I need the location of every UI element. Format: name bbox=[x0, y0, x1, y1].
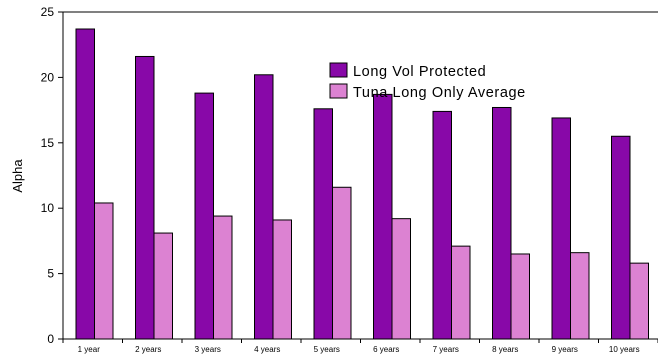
x-tick-label: 7 years bbox=[433, 345, 459, 354]
y-tick-label: 0 bbox=[47, 332, 54, 346]
y-tick-label: 25 bbox=[41, 5, 55, 19]
x-tick-label: 6 years bbox=[373, 345, 399, 354]
y-tick-label: 15 bbox=[41, 136, 55, 150]
legend-label: Tuna Long Only Average bbox=[353, 85, 526, 101]
bar-long-vol-protected-1 bbox=[75, 28, 95, 340]
y-tick-labels: 0 5 10 15 20 25 bbox=[41, 5, 55, 346]
bar-long-vol-protected-8 bbox=[492, 106, 512, 340]
bar-long-vol-protected-2 bbox=[135, 55, 155, 340]
bar-tuna-long-only-2 bbox=[153, 232, 173, 340]
bar-long-vol-protected-5 bbox=[313, 108, 333, 340]
x-tick-label: 3 years bbox=[195, 345, 221, 354]
bar-tuna-long-only-10 bbox=[629, 262, 649, 340]
legend-label: Long Vol Protected bbox=[353, 64, 486, 80]
legend-swatch bbox=[329, 83, 348, 99]
y-axis-title: Alpha bbox=[10, 159, 25, 193]
y-tick-label: 20 bbox=[41, 70, 55, 84]
y-tick-label: 10 bbox=[41, 201, 55, 215]
bar-tuna-long-only-6 bbox=[391, 218, 411, 340]
bar-tuna-long-only-5 bbox=[332, 186, 352, 340]
bar-tuna-long-only-9 bbox=[570, 252, 590, 340]
bar-tuna-long-only-1 bbox=[94, 202, 114, 340]
bar-long-vol-protected-6 bbox=[373, 93, 393, 340]
x-tick-label: 9 years bbox=[552, 345, 578, 354]
x-tick-label: 4 years bbox=[254, 345, 280, 354]
bar-long-vol-protected-10 bbox=[611, 135, 631, 340]
x-tick-label: 8 years bbox=[492, 345, 518, 354]
x-tick-label: 5 years bbox=[314, 345, 340, 354]
x-tick-labels: 1 year 2 years 3 years 4 years 5 years 6 year… bbox=[78, 345, 640, 354]
legend-swatch bbox=[329, 62, 348, 78]
bar-long-vol-protected-4 bbox=[254, 74, 274, 340]
bar-long-vol-protected-7 bbox=[432, 110, 452, 340]
bar-tuna-long-only-8 bbox=[510, 253, 530, 340]
bar-long-vol-protected-3 bbox=[194, 92, 214, 340]
bar-tuna-long-only-7 bbox=[451, 245, 471, 340]
bar-tuna-long-only-4 bbox=[272, 219, 292, 340]
axes bbox=[58, 11, 658, 343]
x-tick-label: 2 years bbox=[135, 345, 161, 354]
legend: Long Vol Protected Tuna Long Only Average bbox=[329, 62, 526, 101]
bars bbox=[75, 28, 649, 340]
bar-long-vol-protected-9 bbox=[551, 117, 571, 340]
y-tick-label: 5 bbox=[47, 267, 54, 281]
bar-tuna-long-only-3 bbox=[213, 215, 233, 340]
x-tick-label: 1 year bbox=[78, 345, 101, 354]
x-tick-label: 10 years bbox=[609, 345, 640, 354]
